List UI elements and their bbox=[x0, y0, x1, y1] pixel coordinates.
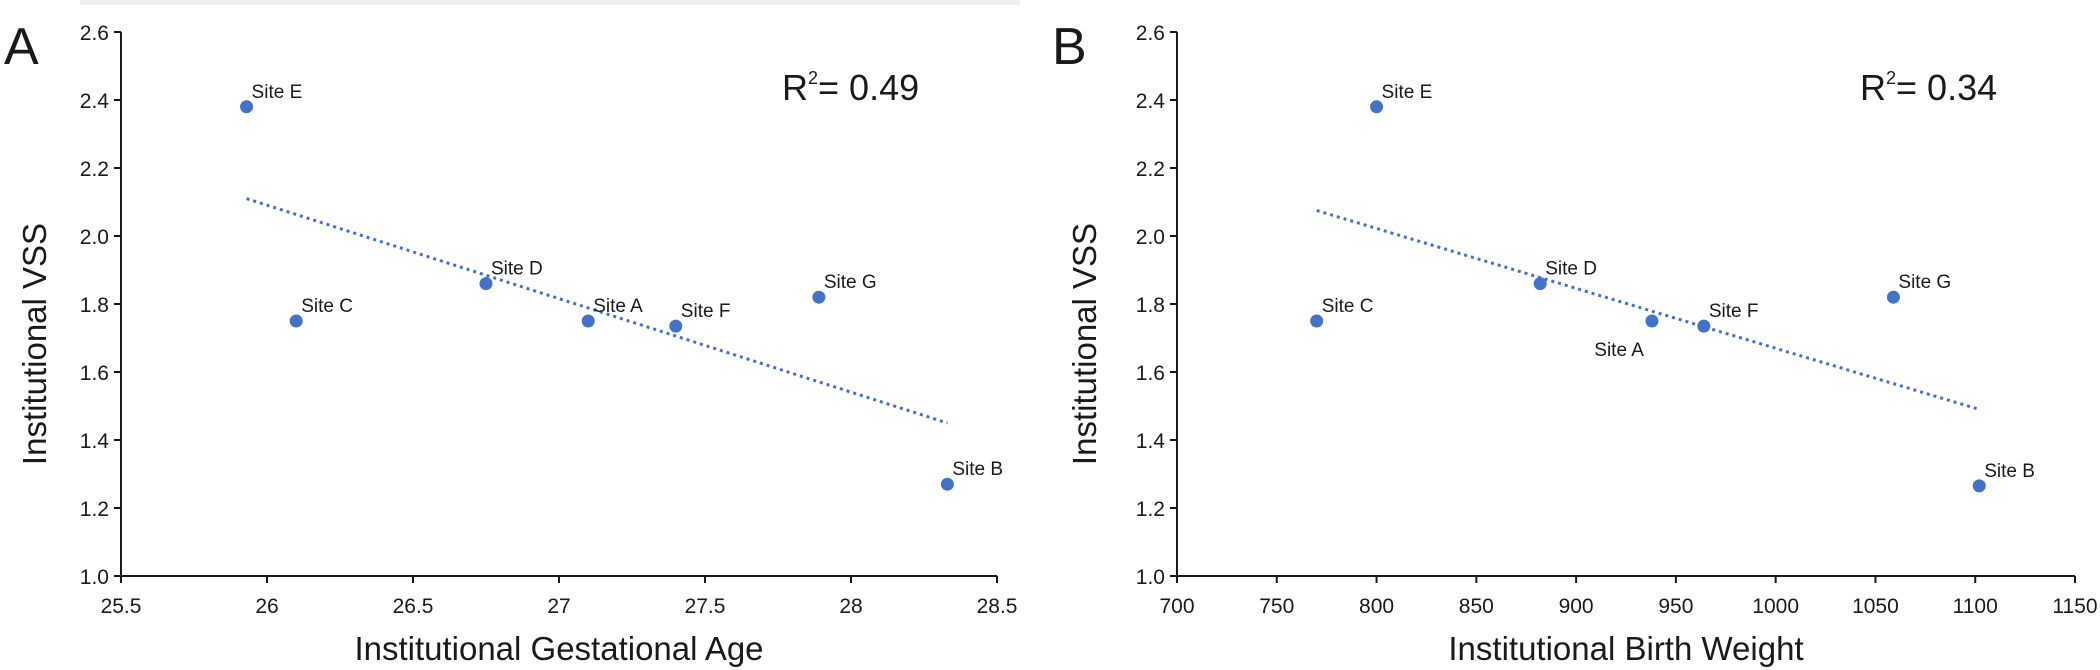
y-tick-label: 1.0 bbox=[1136, 566, 1165, 589]
x-tick-label: 28.5 bbox=[977, 595, 1018, 618]
data-point bbox=[240, 100, 254, 114]
point-label: Site D bbox=[1545, 259, 1597, 280]
y-axis-title: Institutional VSS bbox=[16, 223, 53, 465]
point-label: Site E bbox=[252, 82, 303, 103]
y-tick-label: 1.4 bbox=[1136, 430, 1166, 453]
point-label: Site C bbox=[301, 296, 353, 317]
top-border-strip bbox=[80, 0, 1020, 5]
x-tick-label: 900 bbox=[1559, 595, 1594, 618]
x-tick-label: 1100 bbox=[1953, 595, 1998, 618]
y-tick-label: 2.0 bbox=[80, 226, 109, 249]
point-label: Site E bbox=[1382, 82, 1433, 103]
x-axis-title: Institutional Birth Weight bbox=[1448, 630, 1803, 667]
y-axis-title: Institutional VSS bbox=[1066, 223, 1103, 465]
r2-value: = 0.49 bbox=[818, 67, 919, 108]
y-tick-label: 2.2 bbox=[1136, 158, 1165, 181]
r2-r: R bbox=[782, 67, 808, 108]
x-tick-label: 1050 bbox=[1852, 595, 1899, 618]
point-label: Site F bbox=[681, 301, 731, 322]
data-point bbox=[812, 290, 826, 304]
x-tick-label: 1000 bbox=[1752, 595, 1799, 618]
point-label: Site G bbox=[824, 272, 877, 293]
y-tick-label: 1.8 bbox=[80, 294, 109, 317]
point-label: Site B bbox=[952, 459, 1003, 480]
y-tick-label: 2.0 bbox=[1136, 226, 1165, 249]
y-tick-label: 1.2 bbox=[1136, 498, 1165, 521]
data-point bbox=[1697, 319, 1711, 333]
r-squared-annotation: R2= 0.34 bbox=[1860, 67, 1997, 108]
point-label: Site F bbox=[1709, 301, 1759, 322]
point-label: Site A bbox=[1594, 340, 1644, 361]
data-point bbox=[1370, 100, 1384, 114]
x-tick-label: 850 bbox=[1459, 595, 1494, 618]
x-tick-label: 26 bbox=[255, 595, 278, 618]
data-point bbox=[669, 319, 683, 333]
point-label: Site B bbox=[1984, 461, 2035, 482]
data-point bbox=[581, 314, 595, 328]
r-squared-annotation: R2= 0.49 bbox=[782, 67, 919, 108]
y-tick-label: 1.6 bbox=[80, 362, 109, 385]
data-point bbox=[1972, 479, 1986, 493]
y-tick-label: 1.4 bbox=[80, 430, 110, 453]
chart-b: 1.0 1.2 1.4 1.6 1.8 2.0 2.2 2.4 2.6 700 750 800 850 9… bbox=[1052, 18, 2098, 667]
chart-a: 1.0 1.2 1.4 1.6 1.8 2.0 2.2 2.4 2.6 25.5 26 26.5 27 2… bbox=[4, 18, 1017, 667]
y-tick-label: 2.6 bbox=[80, 22, 109, 45]
y-tick-label: 1.0 bbox=[80, 566, 109, 589]
panel-label: B bbox=[1052, 18, 1087, 76]
r2-superscript: 2 bbox=[808, 68, 818, 88]
y-tick-label: 1.8 bbox=[1136, 294, 1165, 317]
x-tick-label: 27 bbox=[547, 595, 570, 618]
y-tick-label: 2.4 bbox=[80, 90, 110, 113]
x-tick-label: 750 bbox=[1259, 595, 1294, 618]
r2-r: R bbox=[1860, 67, 1886, 108]
x-tick-label: 27.5 bbox=[685, 595, 726, 618]
x-axis-title: Institutional Gestational Age bbox=[354, 630, 763, 667]
data-point bbox=[479, 277, 493, 291]
x-tick-label: 26.5 bbox=[393, 595, 434, 618]
point-label: Site G bbox=[1898, 272, 1951, 293]
data-point bbox=[940, 477, 954, 491]
x-tick-label: 28 bbox=[839, 595, 862, 618]
y-tick-label: 1.6 bbox=[1136, 362, 1165, 385]
x-tick-label: 1150 bbox=[2052, 595, 2097, 618]
point-label: Site A bbox=[593, 296, 643, 317]
x-tick-label: 950 bbox=[1658, 595, 1693, 618]
data-point bbox=[1310, 314, 1324, 328]
x-tick-label: 800 bbox=[1359, 595, 1394, 618]
y-tick-label: 1.2 bbox=[80, 498, 109, 521]
x-tick-label: 25.5 bbox=[101, 595, 142, 618]
x-tick-label: 700 bbox=[1159, 595, 1194, 618]
point-label: Site D bbox=[491, 259, 543, 280]
data-point bbox=[1533, 277, 1547, 291]
trendline bbox=[1316, 209, 1980, 411]
panel-label: A bbox=[4, 18, 39, 76]
data-point bbox=[1886, 290, 1900, 304]
r2-value: = 0.34 bbox=[1896, 67, 1997, 108]
data-point bbox=[1645, 314, 1659, 328]
y-tick-label: 2.6 bbox=[1136, 22, 1165, 45]
data-point bbox=[289, 314, 303, 328]
r2-superscript: 2 bbox=[1886, 68, 1896, 88]
point-label: Site C bbox=[1322, 296, 1374, 317]
y-tick-label: 2.2 bbox=[80, 158, 109, 181]
y-tick-label: 2.4 bbox=[1136, 90, 1166, 113]
